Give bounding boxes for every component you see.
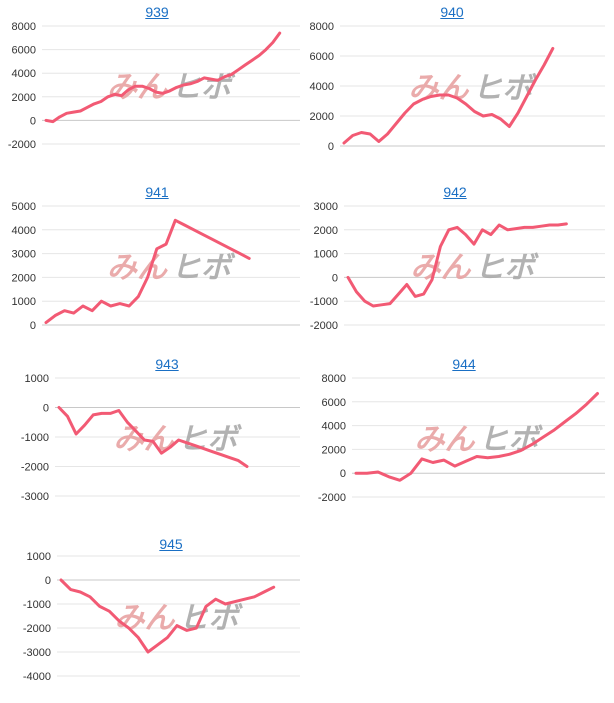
watermark-text: ヒボ [171,252,236,285]
y-tick-label: 1000 [314,249,338,261]
y-tick-label: 6000 [12,45,36,57]
y-tick-label: 1000 [27,551,51,563]
series-line [342,47,555,145]
chart-title-link[interactable]: 942 [443,184,467,200]
series-line [44,218,251,325]
y-tick-label: 0 [30,115,36,127]
watermark-text: みん [411,252,472,285]
watermark-logo: みん ヒボ [411,252,540,285]
y-tick-label: 0 [30,320,36,332]
y-tick-label: -2000 [23,623,51,635]
chart-plot: -2000 -1000 0 1000 2000 3000 みん ヒボ [310,201,605,332]
y-tick-label: -2000 [318,492,346,504]
watermark-logo: みん ヒボ [115,602,244,635]
watermark-logo: みん ヒボ [107,252,236,285]
chart-title-link[interactable]: 944 [452,356,476,372]
chart-panel: 943 -3000 -2000 -1000 0 1000 みん ヒボ [0,352,305,512]
y-tick-label: -2000 [21,462,49,474]
y-tick-label: -4000 [23,671,51,683]
y-tick-label: 1000 [12,296,36,308]
y-tick-label: 6000 [310,51,334,63]
y-tick-label: -1000 [23,599,51,611]
y-tick-label: 8000 [12,21,36,33]
y-tick-label: 0 [45,575,51,587]
watermark-text: みん [415,424,476,457]
y-tick-label: -2000 [8,139,36,151]
chart-title-link[interactable]: 943 [155,356,179,372]
chart-panel: 944 -2000 0 2000 4000 6000 8000 みん ヒボ [300,352,612,512]
y-tick-label: 2000 [12,272,36,284]
y-tick-label: 4000 [310,81,334,93]
chart-title-link[interactable]: 940 [440,4,464,20]
watermark-text: ヒボ [479,424,544,457]
y-tick-label: -3000 [21,491,49,503]
watermark-text: ヒボ [475,252,540,285]
series-line [354,392,599,482]
watermark-text: みん [115,602,176,635]
y-tick-label: 8000 [322,373,346,385]
chart-title-link[interactable]: 939 [145,4,169,20]
y-tick-label: 0 [332,272,338,284]
series-line [57,406,249,468]
chart-title-link[interactable]: 945 [159,536,183,552]
y-tick-label: 0 [328,141,334,153]
chart-plot: 0 2000 4000 6000 8000 みん ヒボ [310,21,605,153]
chart-panel: 941 0 1000 2000 3000 4000 5000 みん ヒボ [0,180,305,340]
chart-panel: 939 -2000 0 2000 4000 6000 8000 みん ヒボ [0,0,305,160]
watermark-text: ヒボ [473,72,538,105]
chart-panel: 945 -4000 -3000 -2000 -1000 0 1000 みん ヒボ [0,532,305,692]
chart-title-link[interactable]: 941 [145,184,169,200]
chart-panel: 940 0 2000 4000 6000 8000 みん ヒボ [300,0,612,160]
chart-plot: 0 1000 2000 3000 4000 5000 みん ヒボ [12,201,300,332]
watermark-logo: みん ヒボ [107,71,236,104]
series-line [59,578,276,654]
y-tick-label: 2000 [314,225,338,237]
y-tick-label: 4000 [12,225,36,237]
series-line [44,31,282,124]
watermark-logo: みん ヒボ [415,424,544,457]
y-tick-label: 4000 [322,421,346,433]
y-tick-label: 3000 [314,201,338,213]
y-tick-label: 8000 [310,21,334,33]
chart-plot: -4000 -3000 -2000 -1000 0 1000 みん ヒボ [23,551,300,683]
y-tick-label: -3000 [23,647,51,659]
y-tick-label: 2000 [12,92,36,104]
y-tick-label: 1000 [25,373,49,385]
y-tick-label: -2000 [310,320,338,332]
y-tick-label: 3000 [12,249,36,261]
y-tick-label: 0 [43,403,49,415]
y-tick-label: 2000 [322,444,346,456]
y-tick-label: 5000 [12,201,36,213]
y-tick-label: -1000 [21,432,49,444]
y-tick-label: 4000 [12,68,36,80]
y-tick-label: 2000 [310,111,334,123]
watermark-text: みん [107,252,168,285]
chart-plot: -2000 0 2000 4000 6000 8000 みん ヒボ [8,21,300,151]
series-line [346,222,568,308]
chart-panel: 942 -2000 -1000 0 1000 2000 3000 みん ヒボ [300,180,612,340]
y-tick-label: 6000 [322,397,346,409]
y-tick-label: 0 [340,468,346,480]
chart-plot: -2000 0 2000 4000 6000 8000 みん ヒボ [318,373,605,504]
y-tick-label: -1000 [310,296,338,308]
watermark-logo: みん ヒボ [409,72,538,105]
